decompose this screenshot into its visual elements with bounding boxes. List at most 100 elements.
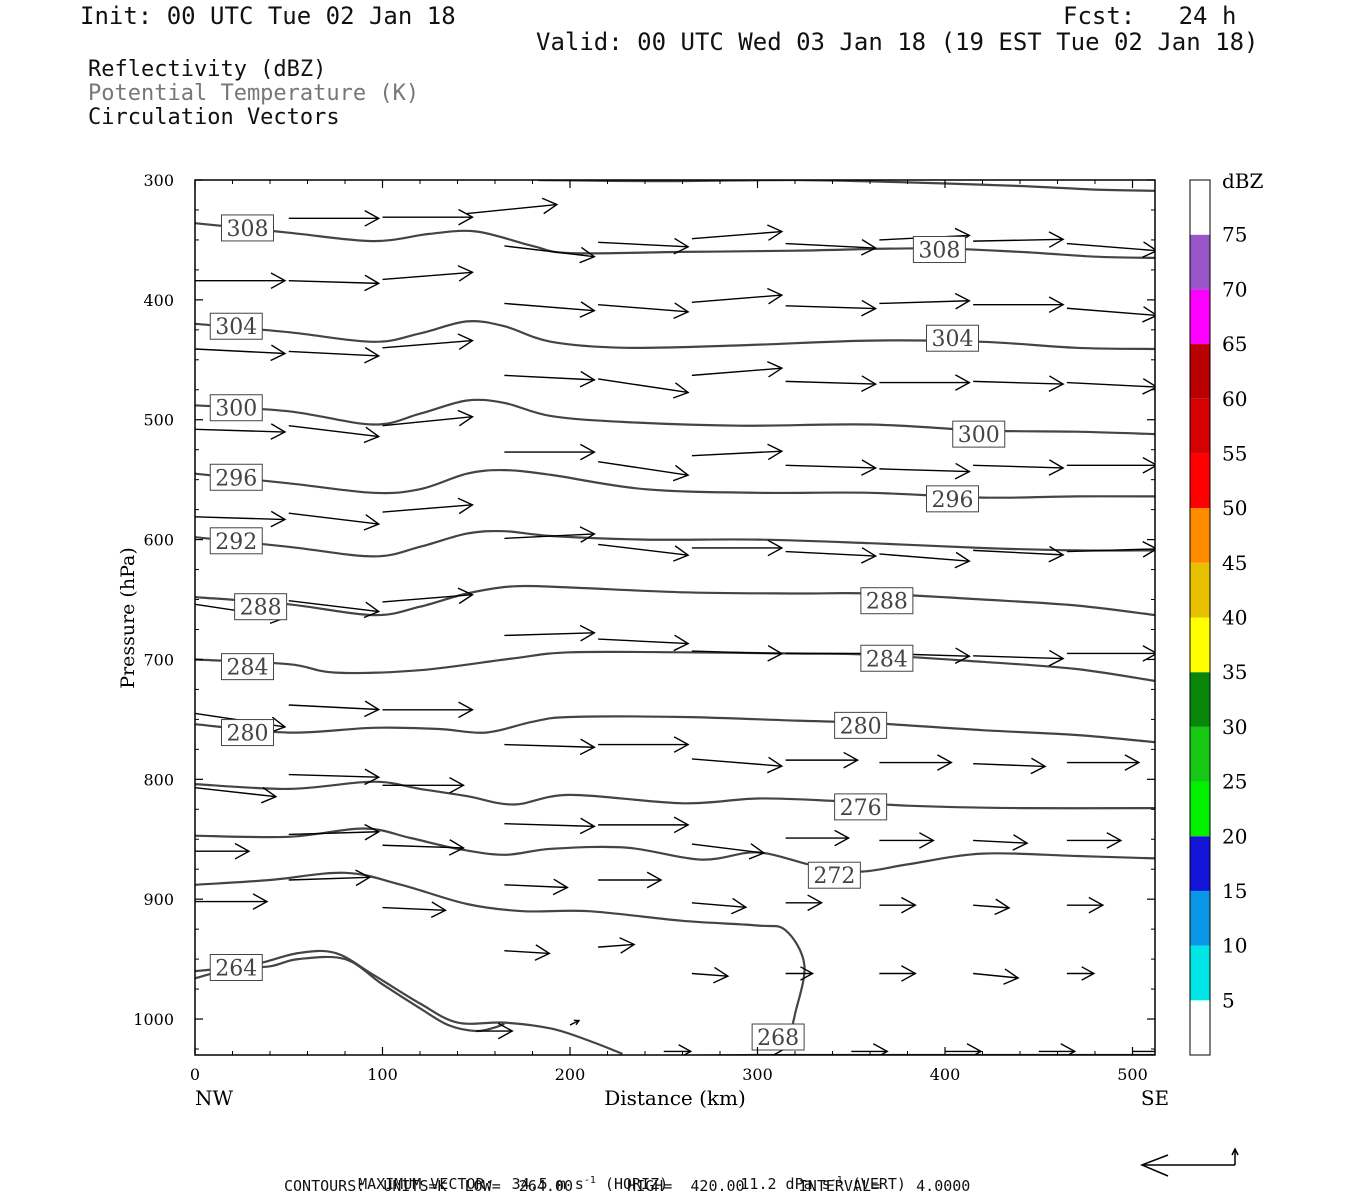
circulation-vector <box>879 462 971 480</box>
x-tick-label: 100 <box>367 1065 398 1084</box>
y-axis-label: Pressure (hPa) <box>117 547 139 689</box>
x-tick-label: 500 <box>1117 1065 1148 1084</box>
circulation-vector <box>195 272 287 289</box>
colorbar-title: dBZ <box>1222 169 1264 193</box>
circulation-vector <box>1155 898 1182 911</box>
y-tick-label: 1000 <box>133 1010 174 1029</box>
isentrope-label-text: 280 <box>227 722 269 747</box>
plot-frame <box>194 179 1156 1056</box>
circulation-vector <box>973 375 1065 392</box>
circulation-vector <box>382 208 474 226</box>
colorbar-segment <box>1190 562 1210 618</box>
isentrope-label-text: 300 <box>215 397 257 422</box>
isentrope-296 <box>195 468 1155 499</box>
circulation-vector <box>785 751 860 769</box>
circulation-vector <box>382 701 474 719</box>
circulation-vector <box>288 512 381 531</box>
contour-label-layer: 308 308 304 304 300 300 296 296 292 288 288 284 284 2… <box>209 214 1006 1051</box>
circulation-vector <box>382 587 474 605</box>
circulation-vector <box>598 543 690 562</box>
isentrope-292 <box>195 529 1155 558</box>
circulation-vector <box>195 344 287 362</box>
isentrope-label-text: 268 <box>757 1026 799 1051</box>
circulation-vector <box>569 1019 581 1026</box>
isentrope-label-text: 308 <box>918 239 960 264</box>
colorbar-level-label: 30 <box>1222 715 1247 739</box>
isentrope-label-text: 276 <box>840 796 882 821</box>
isentrope-label: 300 <box>952 420 1006 448</box>
circulation-vector <box>288 346 381 364</box>
colorbar-level-label: 45 <box>1222 551 1247 575</box>
circulation-vector <box>691 843 766 860</box>
colorbar-segment <box>1190 453 1210 509</box>
circulation-vector <box>691 443 784 461</box>
colorbar-segment <box>1190 781 1210 837</box>
circulation-vector <box>1155 967 1182 980</box>
isentrope-label-text: 288 <box>866 590 908 615</box>
x-tick-label: 400 <box>930 1065 961 1084</box>
circulation-vector <box>973 757 1047 775</box>
circulation-vector <box>1066 456 1155 474</box>
circulation-vector <box>973 898 1011 916</box>
circulation-vector <box>879 965 917 982</box>
isentrope-280 <box>195 715 1155 744</box>
colorbar-level-label: 75 <box>1222 223 1247 247</box>
circulation-vector <box>691 539 784 557</box>
circulation-vector <box>663 1044 693 1055</box>
circulation-vector <box>1155 375 1182 388</box>
vertical-units-exponent: -1 <box>830 1175 843 1186</box>
isentrope-label-text: 284 <box>227 656 269 681</box>
isentrope-label: 272 <box>807 861 861 889</box>
isentrope-label: 276 <box>834 793 888 821</box>
circulation-vector <box>691 897 748 915</box>
circulation-vector <box>879 832 935 849</box>
circulation-vector <box>1132 1043 1155 1053</box>
circulation-vector <box>195 842 251 860</box>
circulation-vector <box>195 786 278 804</box>
circulation-vector <box>598 634 690 652</box>
colorbar-segment <box>1190 234 1210 290</box>
isentrope-264 <box>195 949 623 1055</box>
circulation-vector <box>382 901 447 918</box>
circulation-vector <box>691 287 784 305</box>
circulation-vector <box>382 409 474 427</box>
x-axis-left-end-label: NW <box>195 1086 234 1110</box>
circulation-vector <box>691 645 784 662</box>
isentrope-304 <box>195 320 1155 351</box>
isentrope-label-text: 300 <box>958 423 1000 448</box>
dbz-colorbar: 5 10 15 20 25 30 35 40 45 50 55 60 65 70 75 <box>1189 179 1247 1056</box>
y-tick-label: 300 <box>143 171 174 190</box>
circulation-vector <box>1066 645 1155 662</box>
circulation-vector <box>1155 834 1182 847</box>
horizontal-units-exponent: -1 <box>583 1175 596 1186</box>
isentrope-label: 280 <box>834 711 888 739</box>
circulation-vector <box>879 896 917 914</box>
colorbar-level-label: 5 <box>1222 988 1235 1012</box>
circulation-vector <box>785 239 878 256</box>
isentrope-268 <box>195 871 806 1038</box>
isentrope-label: 308 <box>912 236 966 264</box>
circulation-vector <box>973 545 1065 563</box>
field-circulation-vectors-label: Circulation Vectors <box>88 105 340 130</box>
y-tick-label: 400 <box>143 291 174 310</box>
circulation-vector <box>288 600 381 619</box>
isentrope-label-text: 296 <box>215 466 257 491</box>
forecast-hour: Fcst: 24 h <box>1063 2 1237 30</box>
vertical-max-value: 11.2 dPa s <box>740 1175 831 1193</box>
circulation-vector <box>973 459 1065 476</box>
circulation-vector <box>1066 966 1096 981</box>
circulation-vector <box>1155 545 1182 558</box>
circulation-vector <box>879 292 971 310</box>
circulation-vector <box>195 510 287 528</box>
x-tick-label: 0 <box>190 1065 200 1084</box>
isentrope-label: 296 <box>209 463 263 491</box>
circulation-vector <box>598 302 690 320</box>
circulation-vector <box>1066 896 1105 914</box>
circulation-vector <box>945 1043 983 1055</box>
y-tick-label: 900 <box>143 890 174 909</box>
colorbar-segment <box>1190 344 1210 399</box>
circulation-vector <box>288 823 381 841</box>
colorbar-level-label: 60 <box>1222 387 1247 411</box>
circulation-vector <box>851 1043 889 1055</box>
colorbar-segment <box>1190 836 1210 891</box>
